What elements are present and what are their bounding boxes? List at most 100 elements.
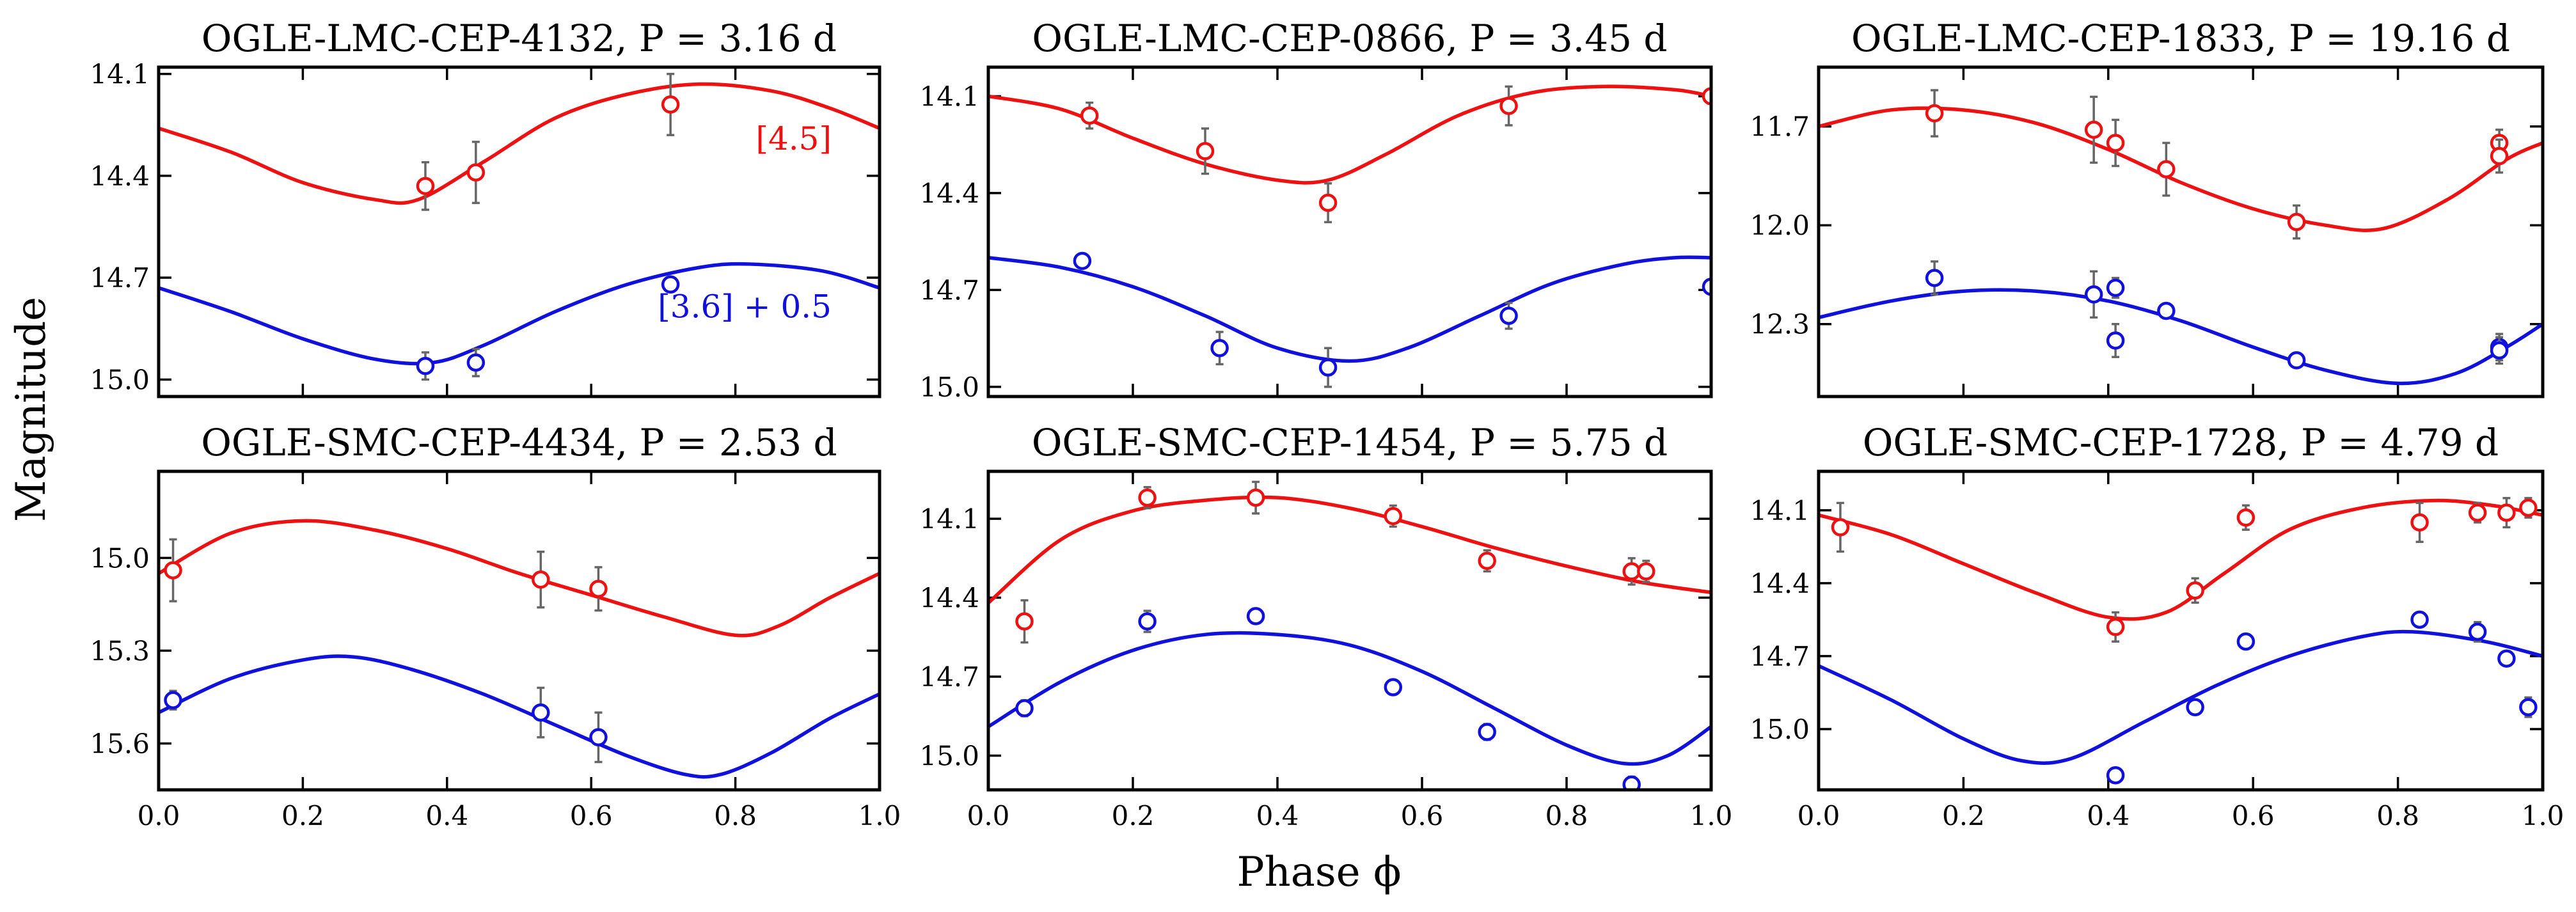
- data-point: [2468, 503, 2487, 522]
- y-tick-label: 12.0: [1750, 210, 1810, 241]
- x-tick-label: 1.0: [858, 800, 901, 831]
- panel-frame: [157, 65, 881, 398]
- panel-4: OGLE-SMC-CEP-4434, P = 2.53 d 15.0 15.3 15.…: [90, 421, 901, 831]
- panel-title: OGLE-SMC-CEP-1728, P = 4.79 d: [1863, 421, 2499, 464]
- x-axis-label: Phase ϕ: [1237, 849, 1401, 896]
- data-point: [2519, 498, 2538, 517]
- data-point: [1210, 339, 1229, 358]
- panel-frame: [986, 469, 1713, 792]
- series-curve-3p6: [159, 654, 880, 779]
- panel-frame: [986, 65, 1713, 398]
- data-point: [466, 353, 486, 372]
- panel-frame: [1817, 469, 2545, 792]
- panel-3: OGLE-LMC-CEP-1833, P = 19.16 d 11.7 12.0 12…: [1750, 17, 2545, 398]
- series-curve-4p5: [988, 495, 1711, 604]
- y-tick-label: 15.6: [90, 728, 150, 759]
- data-point: [1622, 775, 1641, 790]
- data-point: [1478, 723, 1496, 741]
- panels: OGLE-LMC-CEP-4132, P = 3.16 d 14.1 14.4 14.…: [90, 17, 2564, 831]
- panel-frame: [157, 469, 881, 792]
- y-axis-label: Magnitude: [8, 297, 55, 522]
- y-tick-label: 14.7: [919, 274, 979, 306]
- data-point: [2157, 160, 2176, 178]
- y-tick-label: 15.0: [90, 364, 150, 395]
- data-point: [1384, 507, 1403, 526]
- plot-area: [988, 84, 1711, 388]
- data-point: [1196, 142, 1215, 161]
- y-tick-label: 14.1: [1750, 495, 1810, 526]
- panel-title: OGLE-SMC-CEP-4434, P = 2.53 d: [201, 421, 837, 464]
- x-tick-label: 0.4: [1256, 800, 1299, 831]
- data-point: [2157, 301, 2176, 320]
- x-tick-label: 0.2: [281, 800, 324, 831]
- panel-title: OGLE-LMC-CEP-0866, P = 3.45 d: [1032, 17, 1667, 60]
- panel-title: OGLE-LMC-CEP-4132, P = 3.16 d: [201, 17, 837, 60]
- data-point: [1318, 358, 1338, 377]
- series-curve-3p6: [1819, 629, 2543, 765]
- data-point: [1318, 193, 1338, 212]
- y-tick-label: 15.0: [1750, 714, 1810, 745]
- data-point: [1015, 612, 1034, 631]
- data-point: [1015, 699, 1034, 718]
- data-point: [661, 95, 680, 114]
- data-point: [2410, 513, 2429, 532]
- y-tick-label: 15.0: [919, 740, 979, 771]
- data-point: [661, 275, 680, 294]
- data-point: [466, 163, 486, 182]
- data-point: [2287, 351, 2306, 370]
- plot-area: [988, 480, 1711, 790]
- x-tick-label: 0.0: [138, 800, 180, 831]
- data-point: [2106, 766, 2125, 785]
- data-point: [532, 570, 550, 589]
- legend-label: [3.6] + 0.5: [658, 288, 832, 325]
- data-point: [164, 691, 182, 710]
- plot-area: [159, 519, 880, 779]
- y-tick-label: 14.7: [1750, 641, 1810, 672]
- series-curve-4p5: [159, 82, 880, 205]
- data-point: [2186, 581, 2204, 600]
- data-point: [2410, 610, 2429, 629]
- panel-title: OGLE-SMC-CEP-1454, P = 5.75 d: [1032, 421, 1668, 464]
- data-point: [1831, 518, 1850, 537]
- data-point: [164, 561, 182, 579]
- x-tick-label: 0.6: [570, 800, 613, 831]
- plot-area: [1819, 89, 2543, 386]
- x-tick-label: 0.6: [2232, 800, 2275, 831]
- y-tick-label: 14.1: [919, 503, 979, 535]
- y-tick-label: 14.4: [919, 178, 979, 209]
- x-tick-label: 0.6: [1401, 800, 1444, 831]
- data-point: [1138, 488, 1157, 507]
- panel-frame: [1817, 65, 2545, 398]
- y-tick-label: 14.4: [1750, 568, 1810, 599]
- x-tick-label: 0.0: [1798, 800, 1840, 831]
- data-point: [2106, 278, 2125, 297]
- x-tick-label: 0.2: [1942, 800, 1985, 831]
- y-tick-label: 12.3: [1750, 309, 1810, 340]
- x-tick-label: 1.0: [1690, 800, 1733, 831]
- x-tick-label: 0.4: [2087, 800, 2130, 831]
- data-point: [1246, 488, 1265, 507]
- x-tick-label: 0.4: [425, 800, 468, 831]
- data-point: [416, 177, 435, 196]
- panel-title: OGLE-LMC-CEP-1833, P = 19.16 d: [1851, 17, 2510, 60]
- data-point: [2236, 508, 2256, 527]
- y-tick-label: 14.1: [90, 59, 150, 90]
- data-point: [589, 728, 608, 747]
- x-tick-label: 0.8: [714, 800, 757, 831]
- y-tick-label: 14.4: [919, 583, 979, 614]
- y-tick-label: 15.0: [90, 542, 150, 574]
- data-point: [2490, 341, 2509, 360]
- y-tick-label: 11.7: [1750, 111, 1810, 143]
- data-point: [1499, 97, 1518, 115]
- panel-1: OGLE-LMC-CEP-4132, P = 3.16 d 14.1 14.4 14.…: [90, 17, 881, 398]
- data-point: [2106, 618, 2125, 636]
- data-point: [2519, 698, 2538, 716]
- data-point: [2490, 146, 2509, 166]
- data-point: [1138, 612, 1157, 631]
- x-tick-label: 0.2: [1112, 800, 1155, 831]
- series-curve-3p6: [159, 262, 880, 366]
- y-tick-label: 15.3: [90, 635, 150, 666]
- x-tick-label: 0.8: [2376, 800, 2419, 831]
- y-tick-label: 14.4: [90, 161, 150, 192]
